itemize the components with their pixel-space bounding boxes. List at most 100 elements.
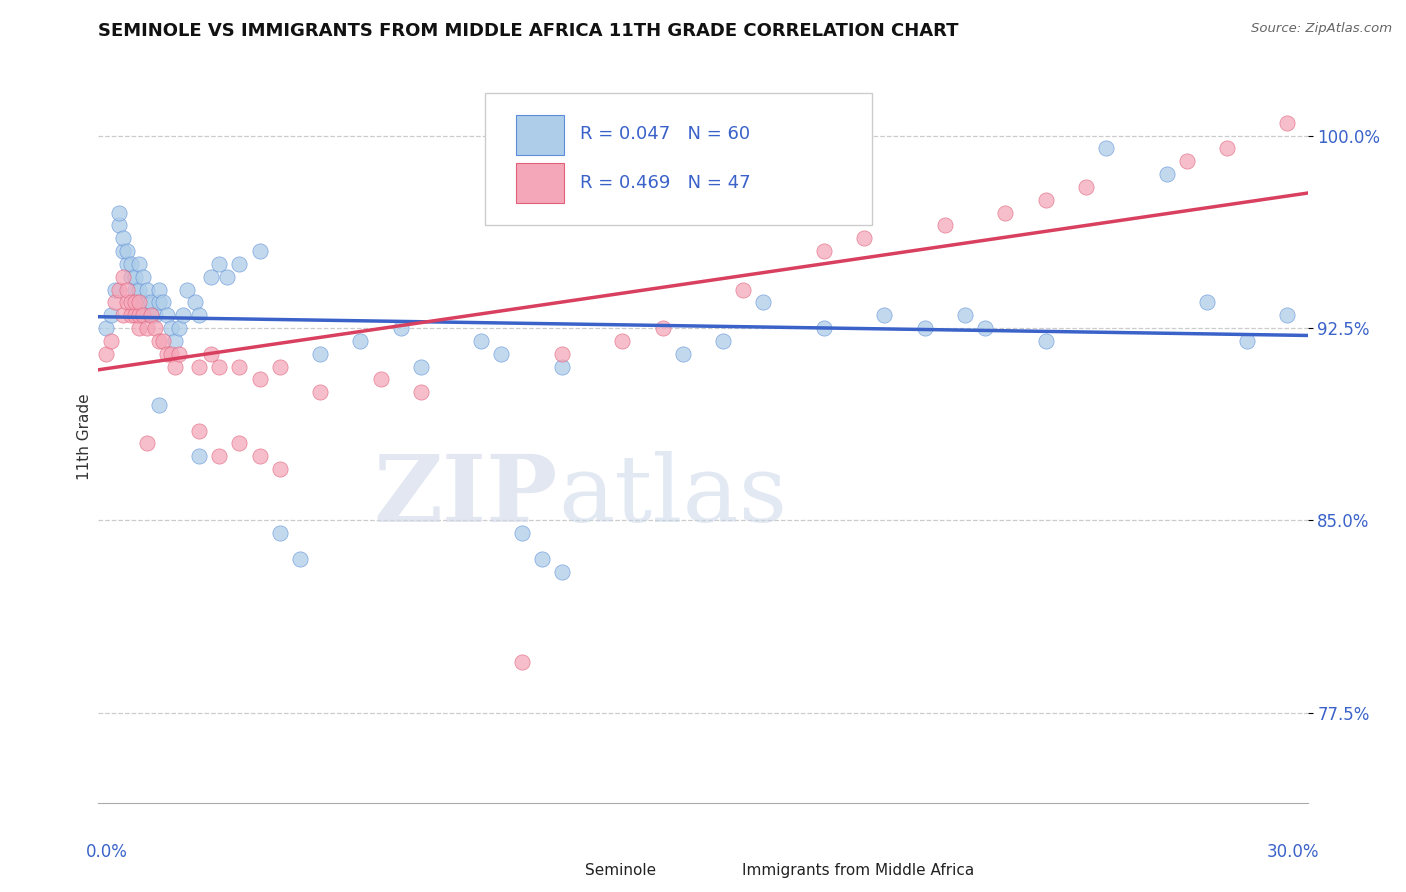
- Point: [176, 283, 198, 297]
- Point: [163, 334, 186, 348]
- Point: [120, 295, 142, 310]
- Point: [103, 295, 125, 310]
- Text: SEMINOLE VS IMMIGRANTS FROM MIDDLE AFRICA 11TH GRADE CORRELATION CHART: SEMINOLE VS IMMIGRANTS FROM MIDDLE AFRIC…: [98, 22, 959, 40]
- Text: 0.0%: 0.0%: [86, 843, 128, 861]
- Point: [208, 359, 231, 374]
- Point: [124, 308, 146, 322]
- Point: [111, 308, 134, 322]
- Point: [612, 334, 634, 348]
- Point: [96, 346, 118, 360]
- Point: [1216, 141, 1239, 155]
- Point: [167, 321, 190, 335]
- Point: [974, 321, 997, 335]
- Point: [309, 346, 332, 360]
- Point: [111, 269, 134, 284]
- Point: [135, 295, 157, 310]
- Point: [107, 219, 129, 233]
- Point: [167, 346, 190, 360]
- Text: R = 0.469   N = 47: R = 0.469 N = 47: [579, 174, 751, 192]
- Point: [124, 269, 146, 284]
- Point: [148, 398, 170, 412]
- Point: [124, 295, 146, 310]
- Point: [139, 295, 162, 310]
- Point: [128, 295, 150, 310]
- Point: [143, 321, 166, 335]
- Point: [188, 308, 211, 322]
- Point: [148, 295, 170, 310]
- Point: [309, 385, 332, 400]
- Point: [733, 283, 755, 297]
- Point: [551, 346, 574, 360]
- Point: [651, 321, 673, 335]
- Point: [152, 295, 174, 310]
- FancyBboxPatch shape: [516, 115, 564, 155]
- Point: [813, 321, 835, 335]
- Point: [409, 385, 432, 400]
- Point: [1195, 295, 1218, 310]
- Text: Immigrants from Middle Africa: Immigrants from Middle Africa: [742, 863, 974, 878]
- FancyBboxPatch shape: [516, 162, 564, 203]
- Point: [160, 346, 183, 360]
- Point: [111, 244, 134, 258]
- Point: [1156, 167, 1178, 181]
- Point: [409, 359, 432, 374]
- Point: [148, 334, 170, 348]
- Point: [200, 269, 222, 284]
- Point: [148, 283, 170, 297]
- Point: [172, 308, 194, 322]
- Point: [217, 269, 239, 284]
- Point: [752, 295, 775, 310]
- Point: [228, 436, 250, 450]
- Point: [370, 372, 392, 386]
- Point: [100, 308, 122, 322]
- Point: [208, 450, 231, 464]
- Point: [135, 321, 157, 335]
- Point: [853, 231, 876, 245]
- Point: [249, 244, 271, 258]
- Point: [128, 257, 150, 271]
- Point: [349, 334, 371, 348]
- Point: [1035, 193, 1057, 207]
- Point: [135, 436, 157, 450]
- Point: [139, 308, 162, 322]
- Point: [103, 283, 125, 297]
- Point: [120, 308, 142, 322]
- Text: ZIP: ZIP: [374, 450, 558, 541]
- Point: [128, 308, 150, 322]
- Point: [132, 269, 155, 284]
- Point: [184, 295, 207, 310]
- Point: [873, 308, 896, 322]
- Point: [188, 359, 211, 374]
- Point: [156, 346, 179, 360]
- Point: [156, 308, 179, 322]
- Point: [132, 308, 155, 322]
- Point: [530, 552, 553, 566]
- Point: [470, 334, 492, 348]
- Point: [1236, 334, 1258, 348]
- Point: [1277, 116, 1299, 130]
- Point: [510, 526, 533, 541]
- Point: [143, 308, 166, 322]
- Point: [152, 334, 174, 348]
- Point: [510, 655, 533, 669]
- Point: [124, 283, 146, 297]
- Point: [208, 257, 231, 271]
- Point: [1074, 179, 1097, 194]
- Point: [1035, 334, 1057, 348]
- Point: [188, 450, 211, 464]
- Point: [551, 359, 574, 374]
- Point: [163, 359, 186, 374]
- Point: [111, 231, 134, 245]
- Point: [249, 450, 271, 464]
- Point: [994, 205, 1017, 219]
- Text: Seminole: Seminole: [585, 863, 655, 878]
- Text: Source: ZipAtlas.com: Source: ZipAtlas.com: [1251, 22, 1392, 36]
- Point: [269, 359, 291, 374]
- Point: [115, 244, 138, 258]
- Point: [100, 334, 122, 348]
- Point: [160, 321, 183, 335]
- Point: [288, 552, 311, 566]
- Point: [269, 462, 291, 476]
- Text: R = 0.047   N = 60: R = 0.047 N = 60: [579, 125, 749, 143]
- Point: [269, 526, 291, 541]
